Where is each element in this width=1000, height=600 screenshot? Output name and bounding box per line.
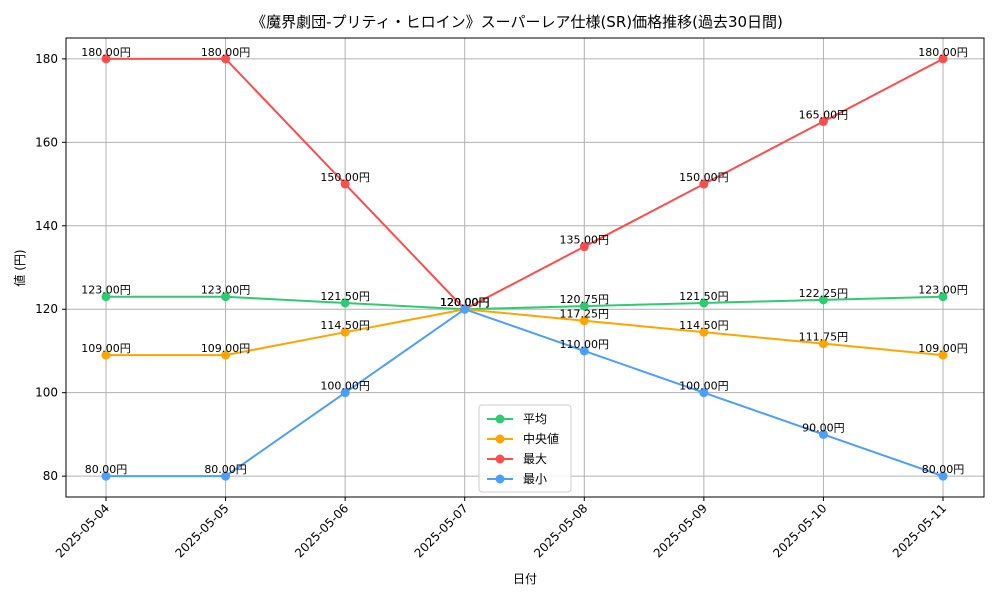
data-label: 135.00円 <box>560 234 610 247</box>
data-label: 180.00円 <box>918 46 968 59</box>
data-point <box>699 327 709 337</box>
y-tick-label: 100 <box>35 386 58 400</box>
x-axis-ticks: 2025-05-04 2025-05-05 2025-05-06 2025-05-07… <box>53 497 949 560</box>
data-label: 80.00円 <box>85 463 128 476</box>
data-label: 123.00円 <box>201 284 251 297</box>
plot-area-frame <box>65 37 985 498</box>
data-point <box>221 54 231 64</box>
data-label: 100.00円 <box>320 380 370 393</box>
data-point <box>340 327 350 337</box>
data-label: 120.00円 <box>440 296 490 309</box>
legend-entry-label: 最小 <box>523 472 547 486</box>
legend-entry-label: 中央値 <box>523 431 559 446</box>
data-label: 122.25円 <box>799 287 849 300</box>
data-label: 109.00円 <box>918 342 968 355</box>
data-point <box>101 292 111 302</box>
data-label: 150.00円 <box>679 171 729 184</box>
y-axis-label: 値 (円) <box>12 249 27 286</box>
data-point <box>938 350 948 360</box>
x-tick-label: 2025-05-04 <box>53 501 112 560</box>
data-label: 123.00円 <box>918 284 968 297</box>
data-label: 121.50円 <box>679 290 729 303</box>
data-label: 80.00円 <box>204 463 247 476</box>
x-tick-label: 2025-05-07 <box>412 501 471 560</box>
data-point <box>818 295 828 305</box>
data-label: 117.25円 <box>560 308 610 321</box>
data-point <box>101 471 111 481</box>
data-point <box>101 54 111 64</box>
legend-entry-label: 最大 <box>523 452 547 466</box>
y-tick-label: 180 <box>35 52 58 66</box>
data-point <box>938 471 948 481</box>
data-label: 120.00円 <box>440 296 490 309</box>
legend-swatch-marker <box>495 414 505 424</box>
data-label: 100.00円 <box>679 380 729 393</box>
data-label: 120.00円 <box>440 296 490 309</box>
data-label: 114.50円 <box>320 319 370 332</box>
data-point <box>579 301 589 311</box>
data-point <box>101 350 111 360</box>
legend-entry-label: 平均 <box>523 412 547 426</box>
data-point <box>579 346 589 356</box>
data-label: 110.00円 <box>560 338 610 351</box>
data-label: 150.00円 <box>320 171 370 184</box>
chart-title: 《魔界劇団-プリティ・ヒロイン》スーパーレア仕様(SR)価格推移(過去30日間) <box>251 13 783 31</box>
data-point <box>221 350 231 360</box>
data-label: 111.75円 <box>799 331 849 344</box>
data-point <box>818 339 828 349</box>
legend-swatch-marker <box>495 434 505 444</box>
x-tick-label: 2025-05-06 <box>292 501 351 560</box>
data-label: 109.00円 <box>81 342 131 355</box>
data-point <box>221 471 231 481</box>
data-point <box>699 298 709 308</box>
data-label: 90.00円 <box>802 421 845 434</box>
data-labels: 123.00円 123.00円 121.50円 120.00円 120.75円 121.5… <box>81 46 968 476</box>
data-point <box>699 388 709 398</box>
legend-swatch-marker <box>495 474 505 484</box>
series-line <box>106 295 944 311</box>
y-tick-label: 140 <box>35 219 58 233</box>
x-tick-label: 2025-05-08 <box>531 501 590 560</box>
data-point <box>460 304 470 314</box>
data-point <box>340 179 350 189</box>
series-group <box>101 54 948 481</box>
data-point <box>340 298 350 308</box>
y-tick-label: 120 <box>35 302 58 316</box>
data-label: 165.00円 <box>799 108 849 121</box>
series-line <box>106 57 944 311</box>
series-line <box>106 308 944 478</box>
data-label: 120.00円 <box>440 296 490 309</box>
data-label: 114.50円 <box>679 319 729 332</box>
data-label: 80.00円 <box>922 463 965 476</box>
data-point <box>818 429 828 439</box>
x-tick-label: 2025-05-10 <box>770 501 829 560</box>
data-point <box>340 388 350 398</box>
data-label: 180.00円 <box>201 46 251 59</box>
data-label: 109.00円 <box>201 342 251 355</box>
x-axis-label: 日付 <box>513 572 537 586</box>
x-tick-label: 2025-05-05 <box>172 501 231 560</box>
data-label: 121.50円 <box>320 290 370 303</box>
legend-box <box>478 404 572 493</box>
data-point <box>938 292 948 302</box>
y-tick-label: 160 <box>35 135 58 149</box>
data-point <box>221 292 231 302</box>
y-axis-ticks: 80 100 120 140 160 180 <box>35 52 66 483</box>
data-label: 120.75円 <box>560 293 610 306</box>
x-tick-label: 2025-05-11 <box>890 501 949 560</box>
legend-swatch-marker <box>495 454 505 464</box>
data-point <box>699 179 709 189</box>
data-label: 180.00円 <box>81 46 131 59</box>
data-point <box>579 316 589 326</box>
data-point <box>818 116 828 126</box>
data-label: 123.00円 <box>81 284 131 297</box>
data-point <box>938 54 948 64</box>
series-line <box>106 308 944 357</box>
data-point <box>579 242 589 252</box>
y-tick-label: 80 <box>43 469 58 483</box>
x-tick-label: 2025-05-09 <box>651 501 710 560</box>
